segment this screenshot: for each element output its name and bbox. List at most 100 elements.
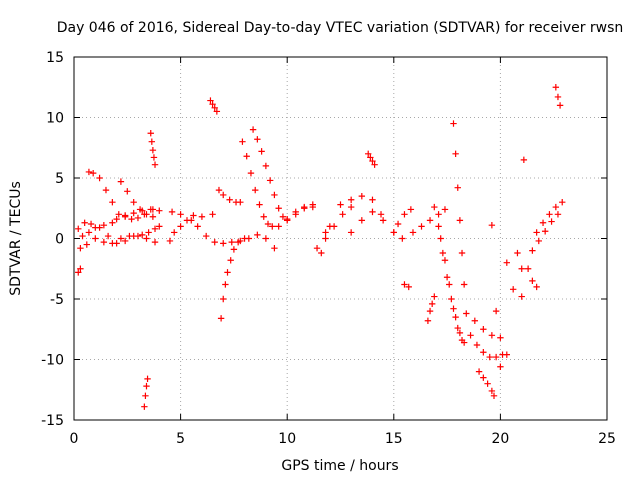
data-point <box>109 240 116 247</box>
y-tick-label: -15 <box>41 413 64 429</box>
data-point <box>518 265 525 272</box>
data-point <box>541 228 549 235</box>
data-point <box>446 281 453 288</box>
data-point <box>177 211 184 218</box>
data-point <box>177 223 184 230</box>
data-point <box>220 191 227 199</box>
data-point <box>443 274 451 281</box>
series-32 <box>475 368 498 399</box>
data-point <box>149 206 157 213</box>
data-point <box>503 351 510 358</box>
data-point <box>401 211 408 218</box>
data-point <box>254 231 261 239</box>
data-point <box>222 281 229 288</box>
y-tick-label: 5 <box>55 171 64 187</box>
data-point <box>260 213 267 220</box>
data-point <box>144 375 151 383</box>
data-point <box>401 281 408 288</box>
data-point <box>227 257 234 264</box>
data-point <box>100 221 108 229</box>
data-point <box>390 229 397 236</box>
series-12 <box>207 97 221 115</box>
data-point <box>211 104 218 112</box>
data-point <box>452 150 459 157</box>
series-4 <box>79 206 163 240</box>
data-point <box>337 201 344 208</box>
data-point <box>409 229 417 236</box>
data-point <box>226 196 233 203</box>
series-39 <box>524 265 540 291</box>
data-point <box>75 269 82 276</box>
data-point <box>115 211 122 218</box>
data-point <box>156 223 163 230</box>
series-13 <box>215 186 244 206</box>
data-point <box>467 332 474 339</box>
data-point <box>426 217 434 224</box>
data-point <box>130 199 137 206</box>
series-1 <box>75 265 84 276</box>
series-27 <box>431 203 468 346</box>
data-point <box>126 232 133 240</box>
data-point <box>104 232 112 240</box>
data-point <box>456 217 464 224</box>
data-point <box>358 192 366 200</box>
x-tick-label: 10 <box>278 431 296 447</box>
data-point <box>136 206 144 213</box>
data-point <box>134 214 142 222</box>
data-point <box>241 235 248 242</box>
data-point <box>405 283 412 291</box>
data-point <box>339 211 346 218</box>
data-point <box>379 217 387 224</box>
data-point <box>539 219 547 226</box>
data-point <box>367 154 374 161</box>
data-point <box>480 326 487 333</box>
data-point <box>322 235 329 242</box>
axis-ticks <box>73 56 608 421</box>
data-point <box>171 229 178 236</box>
data-point <box>190 212 197 219</box>
series-37 <box>514 249 525 272</box>
data-point <box>202 232 210 240</box>
y-tick-label: 0 <box>55 232 64 248</box>
data-point <box>428 300 436 308</box>
data-point <box>435 223 442 230</box>
data-point <box>322 229 329 236</box>
data-point <box>142 392 149 399</box>
data-point <box>524 265 532 272</box>
data-point <box>256 201 263 208</box>
data-point <box>497 334 504 341</box>
series-21 <box>347 208 406 242</box>
data-point <box>92 224 99 231</box>
series-24 <box>401 281 412 291</box>
data-point <box>377 211 385 218</box>
y-tick-label: 15 <box>46 50 64 66</box>
data-point <box>490 392 498 399</box>
data-point <box>520 156 528 164</box>
data-point <box>194 223 201 230</box>
data-point <box>224 269 231 276</box>
data-point <box>471 317 479 324</box>
x-tick-label: 0 <box>70 431 79 447</box>
data-point <box>518 293 525 300</box>
data-point <box>151 225 159 233</box>
series-11 <box>194 223 278 252</box>
data-point <box>279 213 287 220</box>
series-29 <box>450 120 468 288</box>
data-point <box>456 329 464 337</box>
data-point <box>503 259 510 266</box>
series-17 <box>275 201 316 230</box>
data-point <box>399 235 406 242</box>
data-point <box>228 238 235 246</box>
data-point <box>369 157 376 165</box>
data-point <box>358 217 366 224</box>
series-3 <box>77 232 159 252</box>
data-point <box>369 208 376 216</box>
data-point <box>492 353 500 361</box>
data-point <box>271 191 278 199</box>
data-point <box>529 247 536 254</box>
x-tick-label: 20 <box>491 431 509 447</box>
data-point <box>168 208 176 216</box>
series-34 <box>492 307 504 370</box>
series-41 <box>533 199 566 236</box>
data-point <box>220 240 227 247</box>
